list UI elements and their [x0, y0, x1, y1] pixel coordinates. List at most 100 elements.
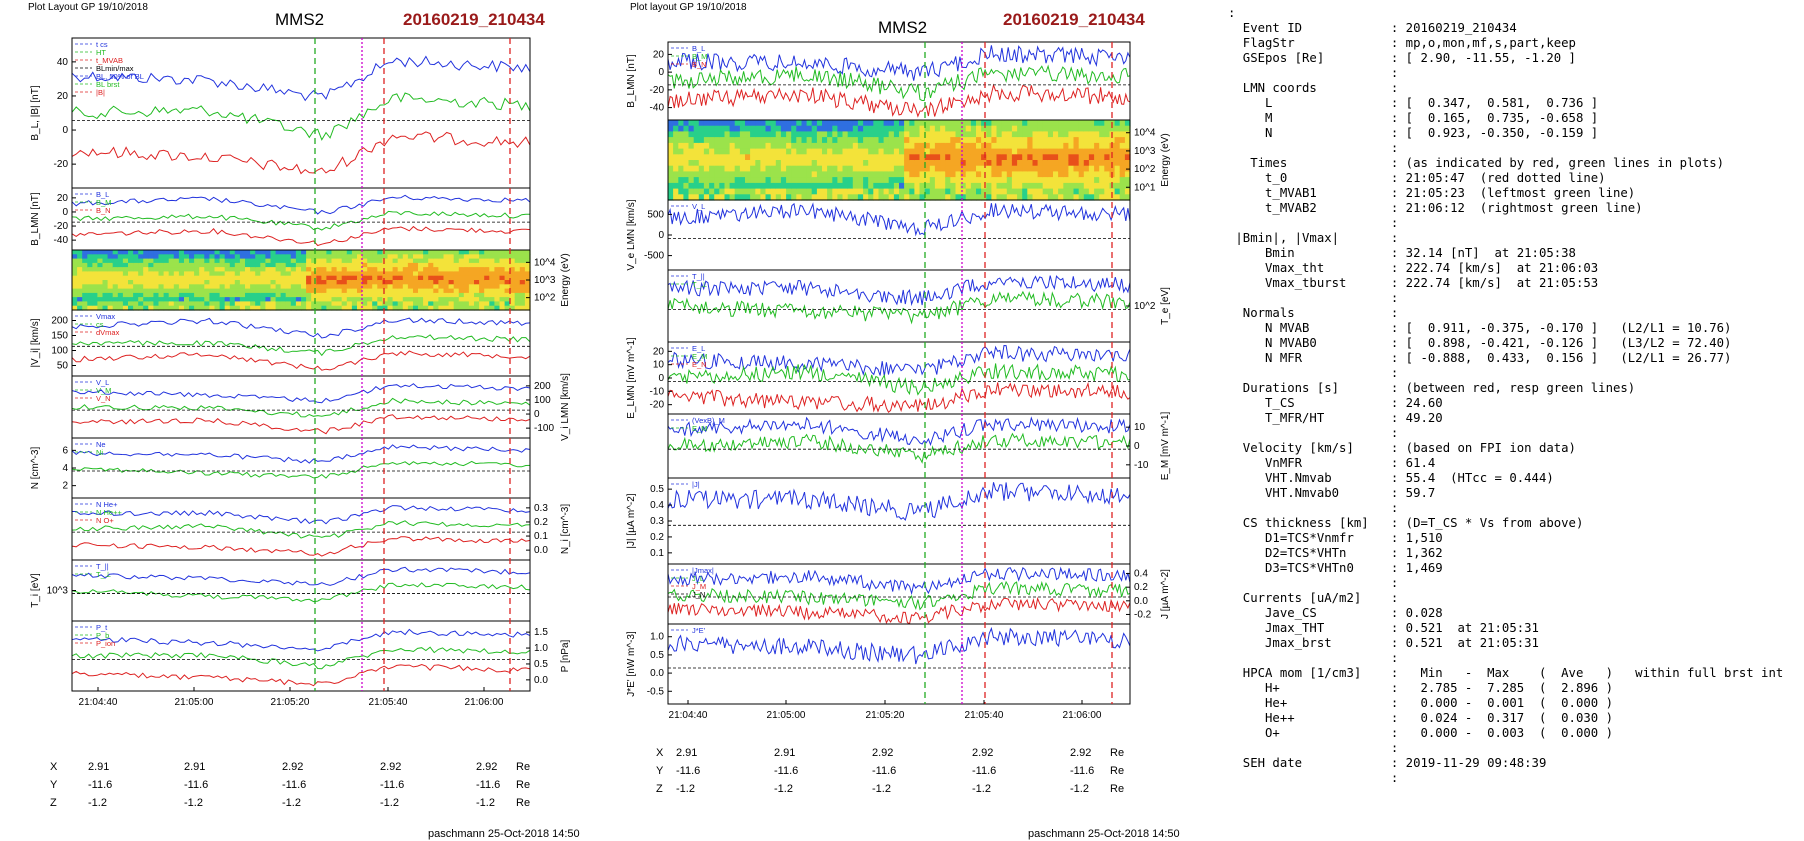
y-tick-label: -20 [650, 400, 665, 411]
spectrogram-cell [143, 305, 149, 311]
spectrogram-cell [402, 305, 409, 311]
spectrogram-cell [1006, 182, 1013, 190]
spectrogram-cell [117, 297, 124, 302]
spectrogram-cell [443, 267, 450, 272]
spectrogram-cell [760, 171, 767, 178]
spectrogram-cell [189, 297, 195, 302]
spectrogram-cell [786, 120, 792, 127]
spectrogram-cell [163, 305, 170, 311]
panel-frame [667, 623, 1131, 705]
x-tick-label: 21:05:00 [175, 697, 214, 708]
spectrogram-cell [796, 125, 802, 132]
spectrogram-cell [112, 288, 119, 294]
spectrogram-cell [265, 292, 272, 298]
spectrogram-cell [112, 271, 119, 277]
spectrogram-cell [184, 305, 190, 311]
spectrogram-cell [346, 301, 353, 307]
spectrogram-cell [1104, 142, 1110, 150]
spectrogram-cell [234, 262, 241, 268]
spectrogram-cell [1032, 154, 1039, 161]
spectrogram-cell [734, 182, 741, 190]
legend-entry: V_L [692, 202, 705, 211]
spectrogram-cell [914, 188, 921, 195]
spectrogram-cell [138, 275, 144, 281]
spectrogram-cell [479, 262, 485, 268]
spectrogram-cell [346, 250, 353, 255]
spectrogram-cell [239, 284, 246, 290]
spectrogram-cell [474, 258, 480, 264]
spectrogram-cell [883, 160, 890, 167]
spectrogram-cell [331, 297, 338, 302]
data-trace [71, 92, 531, 141]
spectrogram-cell [413, 267, 419, 272]
x-tick-label: 21:06:00 [1063, 710, 1102, 721]
spectrogram-cell [234, 305, 241, 311]
spectrogram-cell [847, 165, 854, 172]
spectrogram-cell [1017, 182, 1023, 190]
spectrogram-cell [418, 284, 424, 290]
info-line: Vmax_tht : 222.74 [km/s] at 21:06:03 [1228, 261, 1599, 275]
spectrogram-cell [678, 154, 684, 161]
spectrogram-cell [934, 177, 941, 184]
spectrogram-cell [899, 131, 905, 138]
spectrogram-cell [745, 131, 751, 138]
data-trace [667, 381, 1131, 413]
spectrogram-cell [1114, 165, 1121, 172]
spectrogram-cell [504, 262, 511, 268]
legend-entry: N He++ [96, 508, 122, 517]
spectrogram-cell [806, 148, 813, 155]
spectrogram-cell [909, 142, 915, 150]
spectrogram-cell [270, 305, 277, 311]
spectrogram-cell [1042, 182, 1049, 190]
spectrogram-cell [986, 177, 992, 184]
spectrogram-cell [965, 177, 972, 184]
spectrogram-cell [873, 194, 879, 201]
spectrogram-cell [474, 284, 480, 290]
spectrogram-cell [148, 254, 154, 260]
spectrogram-cell [955, 148, 962, 155]
spectrogram-cell [357, 271, 363, 277]
spectrogram-cell [122, 267, 129, 272]
spectrogram-cell [122, 305, 129, 311]
spectrogram-cell [321, 297, 328, 302]
spectrogram-cell [765, 188, 772, 195]
spectrogram-cell [1073, 142, 1080, 150]
spectrogram-cell [173, 280, 180, 285]
spectrogram-cell [260, 284, 266, 290]
spectrogram-cell [377, 262, 383, 268]
spectrogram-cell [128, 254, 134, 260]
spectrogram-cell [1088, 137, 1095, 144]
spectrogram-cell [709, 182, 715, 190]
spectrogram-cell [883, 148, 890, 155]
spectrogram-cell [1032, 171, 1039, 178]
spectrogram-cell [842, 154, 849, 161]
spectrogram-cell [827, 165, 833, 172]
spectrogram-cell [239, 262, 246, 268]
spectrogram-cell [1017, 165, 1023, 172]
info-line: N MFR : [ -0.888, 0.433, 0.156 ] (L2/L1 … [1228, 351, 1732, 365]
spectrogram-cell [1032, 120, 1039, 127]
spectrogram-cell [519, 267, 526, 272]
spectrogram-cell [184, 262, 190, 268]
spectrogram-cell [899, 182, 905, 190]
spectrogram-cell [919, 182, 926, 190]
spectrogram-cell [87, 271, 93, 277]
spectrogram-cell [443, 305, 450, 311]
spectrogram-cell [940, 131, 946, 138]
spectrogram-cell [402, 267, 409, 272]
spectrogram-cell [863, 131, 869, 138]
position-unit: Re [516, 761, 531, 773]
spectrogram-cell [724, 142, 731, 150]
spectrogram-cell [494, 275, 501, 281]
spectrogram-cell [301, 305, 307, 311]
spectrogram-cell [336, 275, 343, 281]
spectrogram-cell [919, 194, 926, 201]
spectrogram-cell [940, 120, 946, 127]
spectrogram-cell [214, 258, 221, 264]
spectrogram-cell [285, 258, 292, 264]
spectrogram-cell [1001, 125, 1008, 132]
spectrogram-cell [418, 305, 424, 311]
spectrogram-cell [433, 275, 439, 281]
spectrogram-cell [204, 254, 210, 260]
